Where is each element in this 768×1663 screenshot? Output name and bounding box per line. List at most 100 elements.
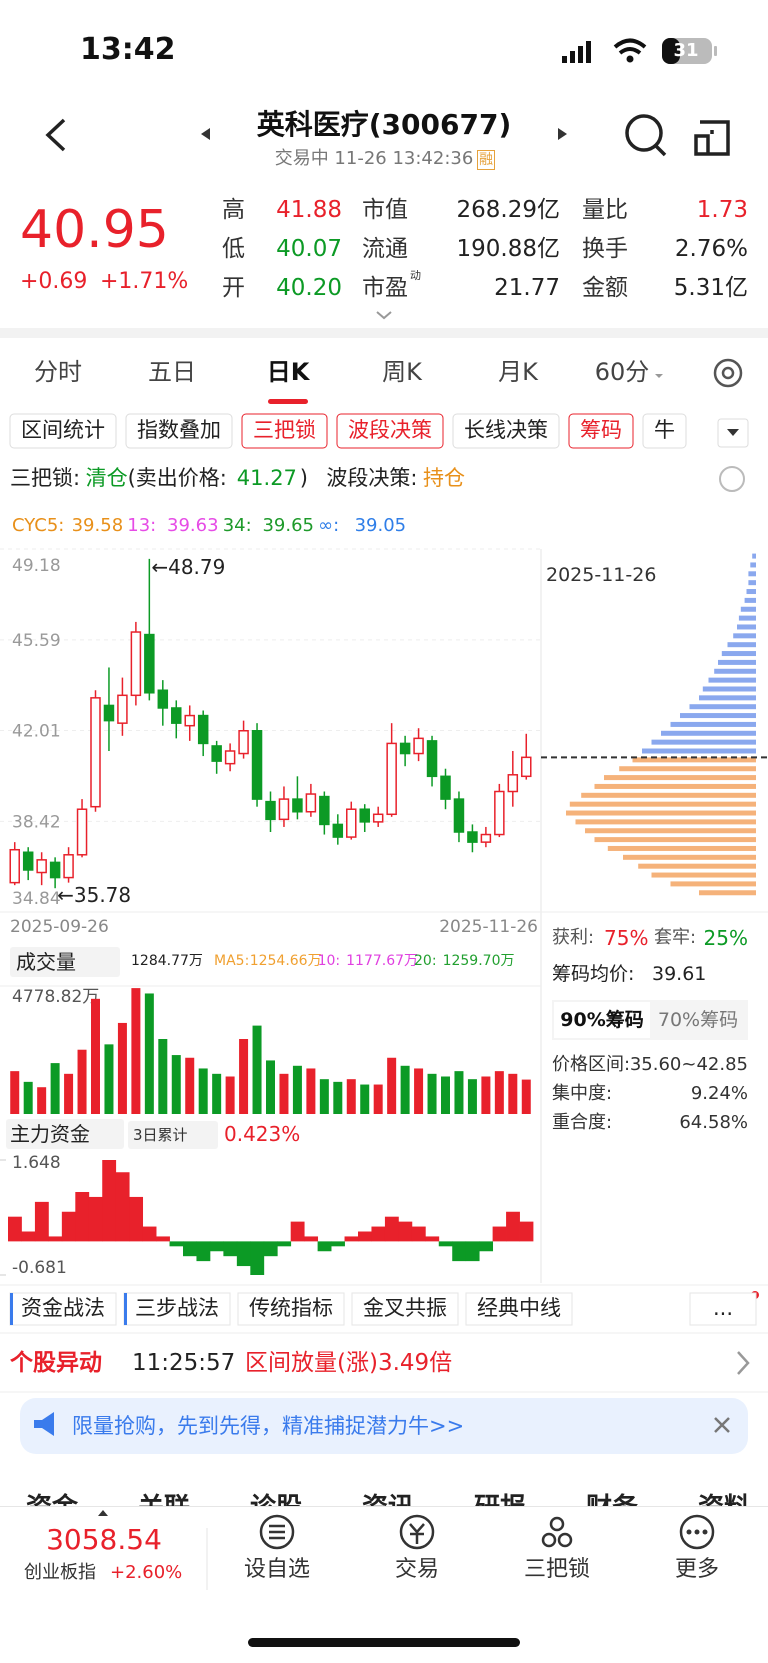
- speaker-icon: [34, 1412, 54, 1436]
- chip-bar: [575, 819, 756, 825]
- end-date: 2025-11-26: [439, 917, 538, 938]
- volume-bar: [454, 1071, 464, 1114]
- flow-bar: [34, 1201, 49, 1242]
- share-icon[interactable]: [694, 120, 730, 156]
- chip-bar: [566, 810, 756, 816]
- candle-body: [22, 851, 34, 871]
- flow-bar: [492, 1226, 507, 1242]
- expand-icon[interactable]: [376, 311, 392, 320]
- flow-bar: [88, 1196, 103, 1242]
- cyc-value: 39.63: [167, 515, 219, 537]
- nav-label[interactable]: 更多: [674, 1556, 720, 1582]
- period-tab[interactable]: 五日: [148, 358, 196, 387]
- volume-bar: [441, 1076, 450, 1114]
- strategy-tab-label[interactable]: ...: [712, 1296, 734, 1321]
- flow-period[interactable]: 3日累计: [133, 1125, 188, 1144]
- stat-value: 25%: [703, 926, 748, 950]
- flow-bar: [169, 1241, 184, 1247]
- chip-bar: [727, 642, 756, 648]
- tool-label[interactable]: 牛: [654, 418, 675, 443]
- chip-bar: [651, 739, 756, 745]
- cyc-label: 13:: [127, 515, 157, 537]
- period-tab[interactable]: 日K: [266, 358, 310, 387]
- period-tab[interactable]: 分时: [34, 358, 82, 387]
- cyc-value: 39.05: [354, 515, 407, 537]
- chevron-icon[interactable]: [737, 1351, 750, 1375]
- volume-selector: [10, 947, 120, 977]
- candle-body: [494, 790, 505, 836]
- nav-label[interactable]: 三把锁: [523, 1556, 591, 1582]
- period-tab[interactable]: 60分: [594, 358, 650, 387]
- help-icon[interactable]: [719, 466, 745, 492]
- candle-body: [63, 854, 74, 879]
- quote-label: 金额: [582, 274, 628, 301]
- strategy-tab-label[interactable]: 经典中线: [477, 1296, 561, 1321]
- close-icon[interactable]: [714, 1417, 730, 1433]
- search-icon[interactable]: [625, 114, 663, 152]
- strategy-tab-label[interactable]: 三步战法: [135, 1296, 219, 1321]
- index-name: 创业板指: [24, 1562, 96, 1584]
- flow-bar: [317, 1241, 332, 1252]
- volume-title[interactable]: 成交量: [16, 950, 76, 974]
- candle-body: [224, 750, 236, 765]
- cyc-label: ∞:: [318, 515, 340, 537]
- chip-bar: [752, 553, 756, 559]
- prev-icon[interactable]: [201, 128, 210, 140]
- tool-button: [125, 413, 233, 449]
- period-tab[interactable]: 周K: [382, 358, 422, 387]
- volume-bar: [64, 1073, 74, 1114]
- next-icon[interactable]: [558, 128, 567, 140]
- y-tick-label: 49.18: [12, 556, 61, 576]
- tool-label[interactable]: 筹码: [580, 418, 622, 443]
- dropdown-icon: [727, 429, 739, 436]
- strategy-tab-label[interactable]: 资金战法: [21, 1296, 105, 1321]
- settings-icon[interactable]: [713, 358, 743, 388]
- volume-bar: [50, 1063, 60, 1114]
- nav-label[interactable]: 交易: [394, 1556, 440, 1582]
- chip-bar: [581, 792, 756, 798]
- quote-value: 41.88: [276, 196, 342, 223]
- strategy-tab-label[interactable]: 金叉共振: [363, 1296, 447, 1321]
- strategy-tab: [351, 1292, 459, 1326]
- tool-label[interactable]: 三把锁: [253, 418, 316, 443]
- candle-body: [372, 813, 384, 823]
- flow-bar: [183, 1241, 197, 1257]
- tool-label[interactable]: 指数叠加: [137, 418, 221, 443]
- quote-value: 21.77: [494, 274, 560, 301]
- candle-body: [453, 798, 465, 833]
- back-icon[interactable]: [45, 118, 66, 152]
- chip-bar: [738, 615, 756, 621]
- banner-text[interactable]: 限量抢购，先到先得，精准捕捉潜力牛>>: [72, 1414, 465, 1439]
- battery-level-text: 31: [673, 40, 699, 62]
- period-tab[interactable]: 月K: [498, 358, 538, 387]
- flow-title[interactable]: 主力资金: [10, 1122, 90, 1146]
- volume-bar: [306, 1068, 316, 1114]
- volume-bar: [171, 1055, 181, 1114]
- tool-label[interactable]: 长线决策: [464, 418, 548, 443]
- chip-bar: [638, 863, 756, 869]
- chip-tab[interactable]: 90%筹码: [560, 1008, 644, 1031]
- cyc-label: 34:: [222, 515, 252, 537]
- chip-tab[interactable]: 70%筹码: [657, 1008, 739, 1031]
- stat-value: 35.60~42.85: [629, 1054, 748, 1076]
- chip-bar: [699, 695, 756, 701]
- flow-bar: [277, 1241, 292, 1247]
- tool-label[interactable]: 波段决策: [348, 418, 432, 443]
- volume-bar: [292, 1065, 302, 1114]
- chip-bar: [746, 589, 756, 595]
- tool-button: [241, 413, 328, 449]
- chip-bar: [744, 597, 756, 603]
- candle-body: [346, 808, 357, 838]
- volume-bar: [333, 1081, 343, 1114]
- nav-label[interactable]: 设自选: [243, 1556, 311, 1582]
- stat-label: 套牢:: [654, 927, 697, 949]
- strategy-tab-label[interactable]: 传统指标: [249, 1296, 333, 1321]
- volume-bar: [414, 1068, 424, 1114]
- alert-time: 11:25:57: [132, 1349, 236, 1376]
- banner-bg[interactable]: [20, 1398, 748, 1454]
- margin-badge: 融: [477, 150, 495, 170]
- active-tab-underline: [268, 399, 308, 404]
- tool-label[interactable]: 区间统计: [21, 418, 105, 443]
- flow-bar: [223, 1241, 238, 1257]
